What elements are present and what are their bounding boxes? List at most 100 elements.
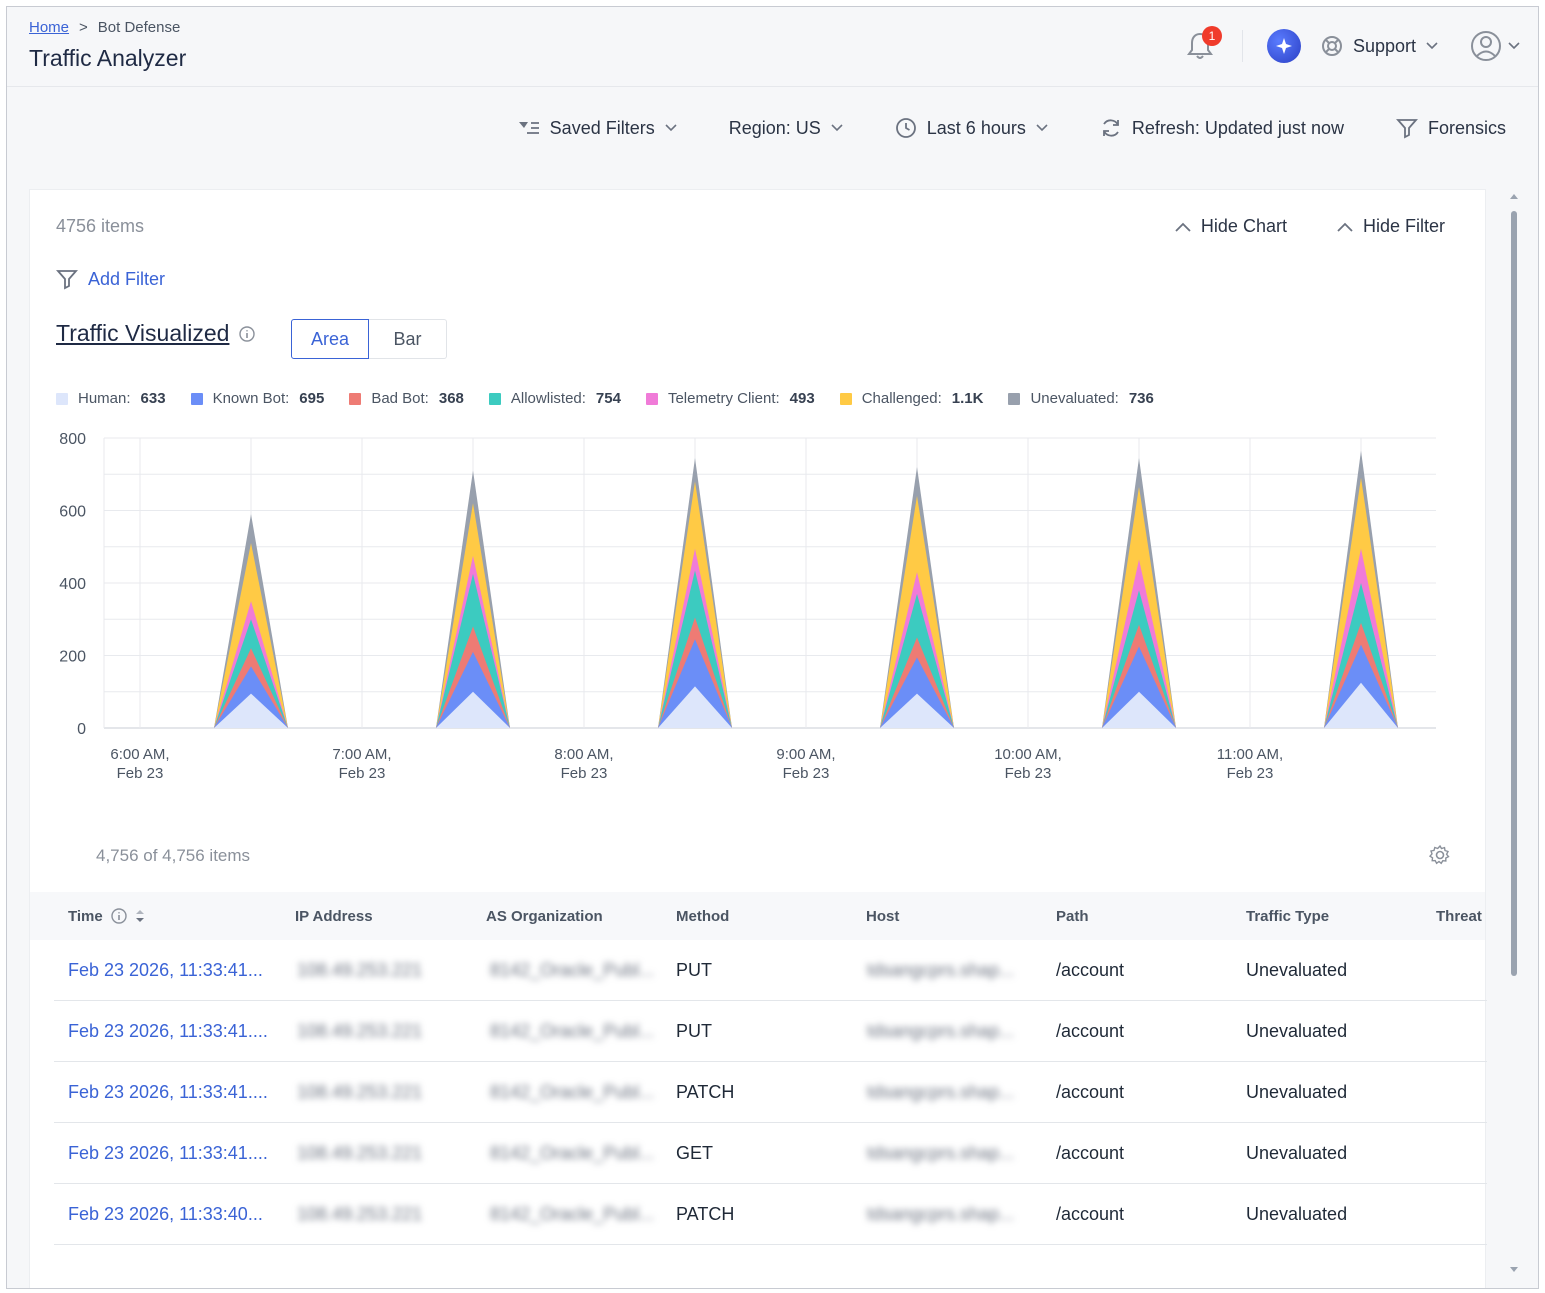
legend-value: 695	[299, 390, 325, 407]
traffic-area-chart: 0 200 400 600 800 6:00 AM, Feb 23 7:00 AM, Feb 2…	[59, 431, 1436, 782]
support-menu[interactable]: Support	[1321, 35, 1438, 57]
info-icon[interactable]	[239, 325, 256, 342]
column-header-traffic-type[interactable]: Traffic Type	[1246, 907, 1330, 925]
row-ip: 108.49.253.221	[297, 1021, 423, 1041]
hide-filter-button[interactable]: Hide Filter	[1337, 216, 1445, 237]
top-bar: Home > Bot Defense Traffic Analyzer 1	[7, 7, 1538, 87]
column-header-method[interactable]: Method	[676, 907, 730, 925]
x-tick-label: Feb 23	[1005, 765, 1052, 782]
panel-controls: Hide Chart Hide Filter	[1175, 216, 1445, 237]
legend-item[interactable]: Allowlisted: 754	[488, 390, 621, 407]
x-tick-label: Feb 23	[339, 765, 386, 782]
header-actions: 1 Support	[1182, 26, 1520, 65]
app-frame: Home > Bot Defense Traffic Analyzer 1	[6, 6, 1539, 1289]
chevron-down-icon	[1426, 42, 1438, 50]
legend-item[interactable]: Telemetry Client: 493	[645, 390, 815, 407]
refresh-button[interactable]: Refresh: Updated just now	[1100, 117, 1344, 139]
legend-item[interactable]: Bad Bot: 368	[349, 390, 464, 407]
area-spike-segment	[880, 693, 954, 728]
legend-label: Unevaluated:	[1030, 390, 1119, 407]
chart-title[interactable]: Traffic Visualized	[56, 320, 256, 347]
row-time-link[interactable]: Feb 23 2026, 11:33:41....	[68, 1021, 268, 1041]
legend-swatch	[1008, 392, 1021, 405]
table-row[interactable]: Feb 23 2026, 11:33:41.... 108.49.253.221…	[54, 1001, 1487, 1062]
row-time-link[interactable]: Feb 23 2026, 11:33:41....	[68, 1082, 268, 1102]
traffic-panel: 4756 items Hide Chart Hide Filter Add Fi…	[29, 189, 1487, 1288]
row-time-link[interactable]: Feb 23 2026, 11:33:41....	[68, 1143, 268, 1163]
sort-icon[interactable]	[135, 908, 145, 924]
legend-label: Challenged:	[861, 390, 942, 407]
area-toggle-button[interactable]: Area	[291, 319, 369, 359]
column-header-time[interactable]: Time	[68, 908, 145, 925]
funnel-icon	[56, 270, 78, 290]
legend-item[interactable]: Human: 633	[56, 390, 166, 407]
row-host: tdsangcprs.shap...	[867, 1143, 1015, 1163]
table-row[interactable]: Feb 23 2026, 11:33:40... 108.49.253.221 …	[54, 1184, 1487, 1245]
area-spike-segment	[880, 657, 954, 728]
saved-filters-dropdown[interactable]: Saved Filters	[518, 118, 677, 139]
row-as-org: 8142_Oracle_Publ...	[490, 1021, 655, 1041]
add-filter-button[interactable]: Add Filter	[56, 268, 165, 290]
row-as-org: 8142_Oracle_Publ...	[490, 1082, 655, 1102]
ai-assistant-button[interactable]	[1266, 29, 1301, 63]
column-header-as-org[interactable]: AS Organization	[486, 907, 603, 925]
bar-toggle-button[interactable]: Bar	[369, 319, 447, 359]
saved-filters-label: Saved Filters	[549, 117, 655, 138]
breadcrumb: Home > Bot Defense	[29, 19, 180, 36]
x-tick-label: 6:00 AM,	[110, 746, 169, 763]
breadcrumb-current: Bot Defense	[97, 19, 181, 36]
time-range-dropdown[interactable]: Last 6 hours	[895, 117, 1048, 139]
legend-label: Known Bot:	[212, 390, 290, 407]
row-host: tdsangcprs.shap...	[867, 1204, 1015, 1224]
x-tick-label: 11:00 AM,	[1217, 746, 1283, 763]
column-header-ip[interactable]: IP Address	[295, 907, 373, 925]
row-path: /account	[1056, 1204, 1125, 1224]
notifications-button[interactable]: 1	[1182, 26, 1222, 64]
row-method: PATCH	[676, 1204, 735, 1224]
x-tick-label: 8:00 AM,	[554, 746, 613, 763]
x-tick-label: 7:00 AM,	[332, 746, 391, 763]
table-row[interactable]: Feb 23 2026, 11:33:41... 108.49.253.221 …	[54, 940, 1487, 1001]
legend-item[interactable]: Challenged: 1.1K	[839, 390, 983, 407]
legend-item[interactable]: Unevaluated: 736	[1008, 390, 1154, 407]
region-dropdown[interactable]: Region: US	[729, 118, 843, 139]
row-time-link[interactable]: Feb 23 2026, 11:33:40...	[68, 1204, 263, 1224]
row-host: tdsangcprs.shap...	[867, 1082, 1015, 1102]
column-header-threat[interactable]: Threat	[1436, 907, 1482, 925]
hide-chart-button[interactable]: Hide Chart	[1175, 216, 1287, 237]
row-time-link[interactable]: Feb 23 2026, 11:33:41...	[68, 960, 263, 980]
forensics-button[interactable]: Forensics	[1395, 117, 1506, 139]
column-header-host[interactable]: Host	[866, 907, 900, 925]
scrollbar[interactable]	[1510, 193, 1518, 1273]
region-label: Region: US	[728, 117, 821, 138]
chevron-down-icon	[1036, 124, 1048, 132]
x-tick-label: 10:00 AM,	[994, 746, 1062, 763]
table-items-count: 4,756 of 4,756 items	[96, 846, 251, 865]
table-row[interactable]: Feb 23 2026, 11:33:41.... 108.49.253.221…	[54, 1062, 1487, 1123]
info-icon	[111, 908, 127, 924]
row-as-org: 8142_Oracle_Publ...	[490, 960, 655, 980]
breadcrumb-home-link[interactable]: Home	[29, 19, 70, 36]
area-spike-segment	[436, 651, 510, 728]
row-method: PATCH	[676, 1082, 735, 1102]
legend-item[interactable]: Known Bot: 695	[190, 390, 325, 407]
user-avatar-icon	[1471, 31, 1501, 61]
legend-label: Telemetry Client:	[667, 390, 780, 407]
table-header: Time IP Address AS Organization Method H…	[30, 892, 1485, 940]
legend-swatch	[488, 392, 501, 405]
breadcrumb-separator: >	[79, 19, 88, 36]
page-title: Traffic Analyzer	[29, 45, 187, 71]
chevron-up-icon	[1337, 222, 1353, 232]
table-row[interactable]: Feb 23 2026, 11:33:41.... 108.49.253.221…	[54, 1123, 1487, 1184]
scroll-up-arrow[interactable]	[1510, 193, 1518, 201]
area-spike-segment	[658, 639, 732, 728]
user-menu[interactable]	[1470, 30, 1520, 62]
column-header-path[interactable]: Path	[1056, 907, 1089, 925]
scroll-thumb[interactable]	[1511, 211, 1517, 976]
area-spike-segment	[1102, 646, 1176, 728]
add-filter-label: Add Filter	[88, 268, 166, 289]
scroll-down-arrow[interactable]	[1510, 1265, 1518, 1273]
row-traffic-type: Unevaluated	[1246, 1204, 1348, 1224]
row-traffic-type: Unevaluated	[1246, 1143, 1348, 1163]
gear-icon[interactable]	[1429, 844, 1451, 866]
